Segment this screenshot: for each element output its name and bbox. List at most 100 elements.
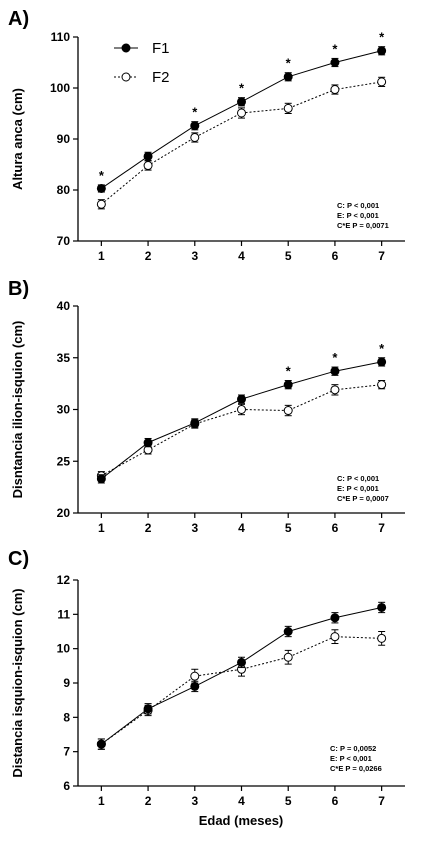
stat-line: C*E P = 0,0071	[337, 221, 389, 230]
data-point-f1	[96, 739, 106, 749]
series-line-f1	[101, 50, 382, 189]
y-tick-label: 7	[63, 745, 70, 759]
data-point-f1	[190, 681, 200, 691]
y-tick-label: 70	[57, 234, 71, 248]
y-tick-label: 11	[57, 607, 70, 621]
x-tick-label: 5	[285, 249, 292, 263]
x-tick-label: 5	[285, 521, 292, 535]
data-point-f1	[237, 394, 246, 404]
y-tick-label: 110	[51, 30, 71, 44]
data-point-f2	[283, 652, 293, 662]
x-axis-title: Edad (meses)	[199, 813, 284, 828]
data-point-f1	[283, 380, 293, 390]
data-point-f1	[377, 46, 387, 56]
data-point-f1	[143, 151, 153, 161]
stat-line: C: P < 0,001	[337, 474, 379, 483]
y-tick-label: 25	[57, 454, 71, 468]
significance-star: *	[286, 364, 292, 379]
data-point-f1	[283, 627, 293, 636]
data-point-f2	[190, 671, 200, 681]
significance-star: *	[192, 105, 198, 120]
stat-line: C*E P = 0,0266	[330, 764, 382, 773]
data-point-f1	[237, 97, 246, 107]
data-point-f2	[283, 406, 293, 416]
stat-line: C: P < 0,001	[337, 201, 379, 210]
x-tick-label: 3	[191, 249, 198, 263]
y-tick-label: 35	[57, 351, 71, 365]
x-tick-label: 2	[145, 249, 152, 263]
significance-star: *	[99, 168, 105, 183]
data-point-f2	[190, 132, 200, 142]
y-tick-label: 8	[63, 710, 70, 724]
panel-letter: A)	[8, 8, 29, 30]
x-tick-label: 6	[332, 794, 339, 808]
stat-line: E: P < 0,001	[337, 484, 379, 493]
y-tick-label: 6	[63, 779, 70, 793]
y-tick-label: 100	[50, 81, 70, 95]
y-tick-label: 20	[57, 506, 71, 520]
x-tick-label: 3	[191, 521, 198, 535]
x-tick-label: 4	[238, 249, 245, 263]
y-tick-label: 10	[57, 642, 71, 656]
y-axis-title: Disntancia ilion-isquion (cm)	[10, 321, 25, 499]
data-point-f2	[377, 380, 387, 390]
x-tick-label: 7	[378, 249, 385, 263]
x-tick-label: 1	[98, 794, 105, 808]
stat-line: C: P = 0,0052	[330, 744, 376, 753]
stat-line: E: P < 0,001	[330, 754, 372, 763]
x-tick-label: 7	[378, 521, 385, 535]
y-tick-label: 80	[57, 183, 71, 197]
x-tick-label: 2	[145, 521, 152, 535]
x-tick-label: 2	[145, 794, 152, 808]
stat-line: E: P < 0,001	[337, 211, 379, 220]
data-point-f1	[283, 72, 293, 82]
data-point-f2	[330, 385, 340, 395]
y-tick-label: 90	[57, 132, 71, 146]
data-point-f1	[190, 121, 200, 131]
x-tick-label: 7	[378, 794, 385, 808]
data-point-f1	[143, 438, 153, 448]
x-tick-label: 6	[332, 249, 339, 263]
legend-label: F2	[152, 69, 170, 86]
significance-star: *	[332, 41, 338, 56]
data-point-f2	[330, 632, 340, 642]
data-point-f2	[143, 161, 153, 171]
series-line-f2	[101, 636, 382, 745]
significance-star: *	[379, 30, 385, 45]
data-point-f2	[96, 199, 106, 209]
data-point-f1	[190, 418, 200, 428]
data-point-f1	[237, 657, 246, 667]
y-axis-title: Altura anca (cm)	[10, 88, 25, 190]
y-tick-label: 12	[57, 573, 71, 587]
stat-line: C*E P = 0,0007	[337, 494, 389, 503]
significance-star: *	[379, 341, 385, 356]
panel-letter: C)	[8, 548, 29, 570]
data-point-f2	[377, 633, 387, 643]
data-point-f1	[330, 613, 340, 623]
data-point-f2	[237, 108, 246, 118]
data-point-f2	[237, 405, 246, 414]
data-point-f2	[330, 85, 340, 95]
chart-panel-2: B) 20 25 30 35 40 1 2 3 4 5 6 7 Disntancia ilion-isqu…	[8, 278, 405, 535]
y-axis-title: Distancia isquion-isquion (cm)	[10, 588, 25, 777]
chart-panel-1: A) 70 80 90 100 110 1 2 3 4 5 6 7 Altura anca (cm) * * *…	[8, 8, 405, 263]
x-tick-label: 6	[332, 521, 339, 535]
data-point-f1	[377, 602, 387, 612]
data-point-f1	[330, 58, 340, 67]
data-point-f2	[377, 77, 387, 87]
data-point-f1	[96, 183, 106, 193]
legend-marker	[121, 43, 131, 53]
legend-label: F1	[152, 40, 170, 57]
x-tick-label: 4	[238, 794, 245, 808]
data-point-f1	[330, 366, 340, 376]
x-tick-label: 1	[98, 521, 105, 535]
x-tick-label: 1	[98, 249, 105, 263]
significance-star: *	[286, 56, 292, 71]
y-tick-label: 30	[57, 403, 71, 417]
significance-star: *	[332, 350, 338, 365]
y-tick-label: 40	[57, 299, 71, 313]
series-line-f1	[101, 361, 382, 480]
data-point-f2	[283, 103, 293, 113]
